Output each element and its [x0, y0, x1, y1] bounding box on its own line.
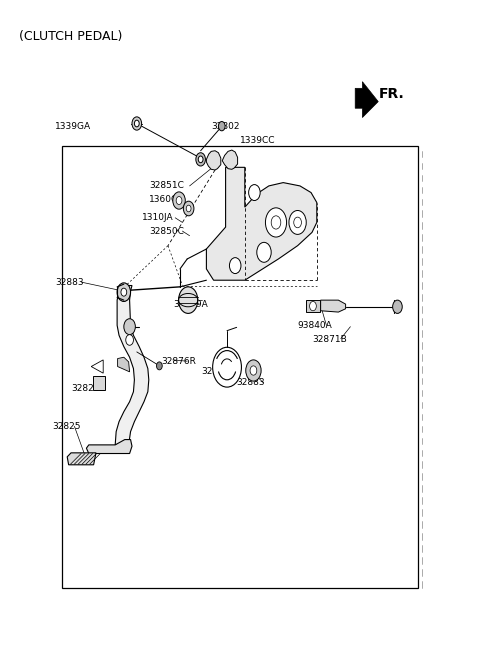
Text: 32815A: 32815A [202, 367, 236, 376]
Circle shape [271, 216, 281, 229]
Circle shape [289, 210, 306, 234]
Text: 32871B: 32871B [312, 335, 347, 345]
Circle shape [132, 117, 142, 130]
Text: 1360GH: 1360GH [149, 195, 186, 204]
Circle shape [213, 347, 241, 387]
Circle shape [310, 301, 316, 311]
Text: 32825: 32825 [52, 422, 80, 431]
Text: 32819A: 32819A [173, 299, 207, 309]
Text: 1339GA: 1339GA [55, 122, 91, 131]
Circle shape [176, 197, 182, 205]
Circle shape [186, 205, 191, 212]
Circle shape [218, 122, 225, 131]
Circle shape [249, 185, 260, 201]
Circle shape [173, 192, 185, 209]
Polygon shape [206, 167, 317, 280]
Circle shape [179, 287, 198, 313]
Bar [62, 146, 418, 588]
Text: 32876R: 32876R [161, 357, 196, 366]
Polygon shape [118, 357, 130, 372]
Circle shape [257, 242, 271, 262]
Bar [93, 376, 105, 390]
Polygon shape [222, 150, 238, 169]
Polygon shape [321, 300, 346, 312]
Polygon shape [355, 82, 378, 118]
Circle shape [250, 366, 257, 375]
Text: 32802: 32802 [211, 122, 240, 131]
Circle shape [124, 319, 135, 335]
Polygon shape [67, 453, 96, 465]
Circle shape [183, 201, 194, 216]
Circle shape [246, 360, 261, 381]
Bar [306, 300, 320, 312]
Polygon shape [115, 286, 149, 445]
Polygon shape [206, 151, 221, 170]
Circle shape [265, 208, 287, 237]
Text: 32883: 32883 [236, 378, 265, 387]
Text: 32825E: 32825E [71, 384, 105, 393]
Text: 32883: 32883 [55, 278, 84, 287]
Circle shape [196, 153, 205, 166]
Circle shape [294, 217, 301, 228]
Text: 32851C: 32851C [149, 181, 184, 191]
Text: 1310JA: 1310JA [142, 213, 173, 222]
Circle shape [134, 120, 139, 127]
Circle shape [229, 258, 241, 274]
Circle shape [126, 335, 133, 345]
Text: (CLUTCH PEDAL): (CLUTCH PEDAL) [19, 30, 122, 43]
Text: 93840A: 93840A [298, 321, 332, 330]
Circle shape [117, 283, 131, 301]
Text: 32850C: 32850C [149, 226, 184, 236]
Circle shape [198, 156, 203, 163]
Text: 1339CC: 1339CC [240, 136, 276, 145]
Text: FR.: FR. [379, 87, 405, 102]
Circle shape [156, 362, 162, 370]
Circle shape [121, 288, 127, 296]
Circle shape [393, 300, 402, 313]
Polygon shape [86, 440, 132, 454]
